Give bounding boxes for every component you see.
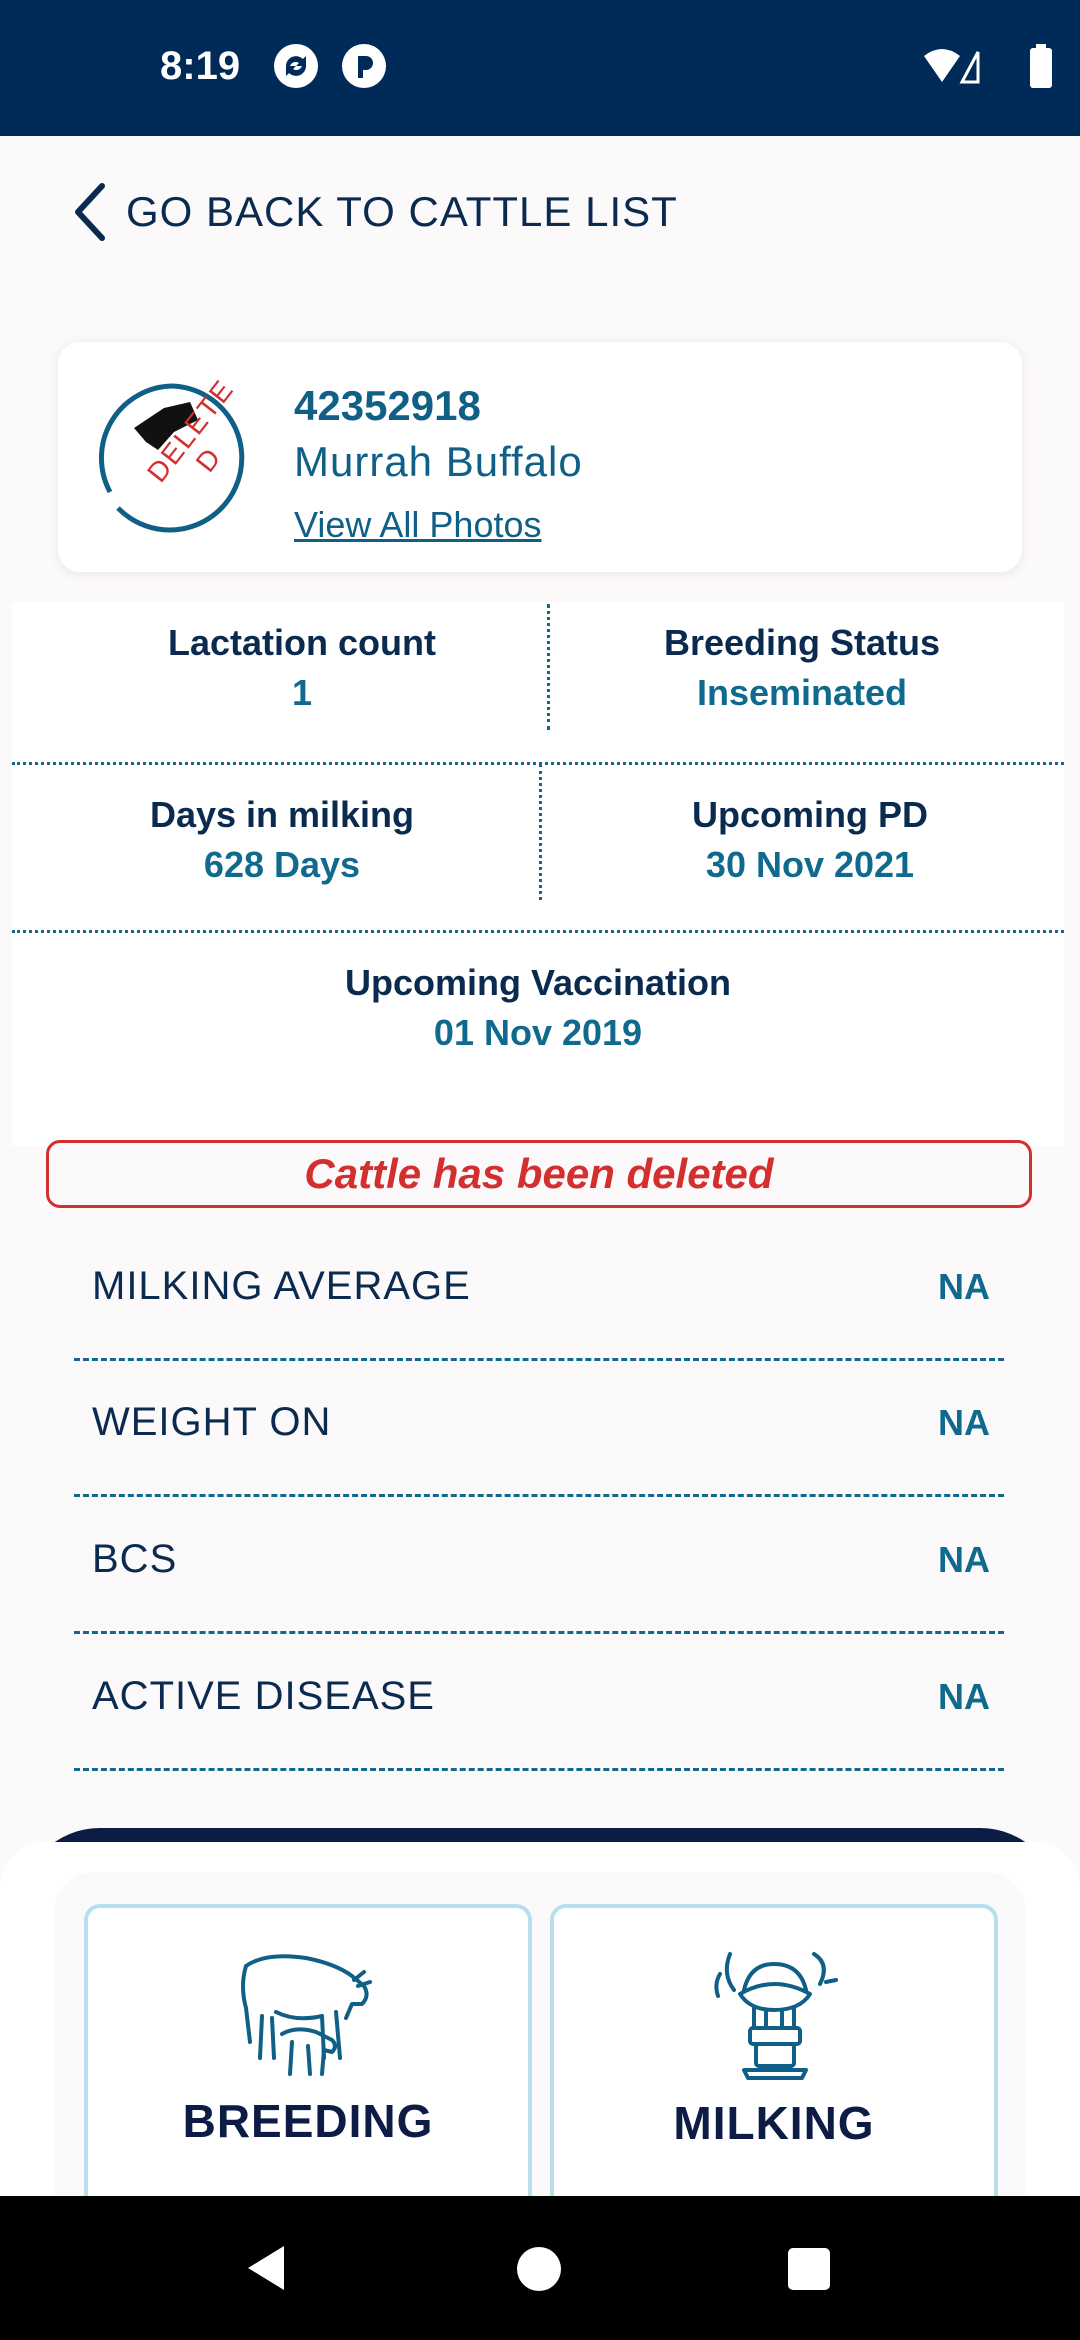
stat-label: ACTIVE DISEASE bbox=[92, 1674, 435, 1718]
milking-tile-label: MILKING bbox=[673, 2097, 875, 2149]
stat-value: NA bbox=[938, 1539, 990, 1580]
stat-value: NA bbox=[938, 1676, 990, 1717]
upcoming-vaccination-cell: Upcoming Vaccination 01 Nov 2019 bbox=[238, 962, 838, 1054]
cow-calf-icon bbox=[241, 1954, 372, 2076]
upcoming-vaccination-label: Upcoming Vaccination bbox=[344, 962, 732, 1003]
days-in-milking-value: 628 Days bbox=[203, 844, 361, 885]
stat-value: NA bbox=[938, 1266, 990, 1307]
lactation-count-value: 1 bbox=[291, 672, 313, 713]
cattle-profile-card: DELETE D 42352918 Murrah Buffalo View Al… bbox=[58, 342, 1022, 572]
divider bbox=[539, 764, 542, 900]
chevron-left-icon bbox=[75, 183, 105, 241]
divider bbox=[12, 762, 1064, 765]
upcoming-pd-label: Upcoming PD bbox=[691, 794, 928, 835]
breeding-status-value: Inseminated bbox=[696, 672, 908, 713]
breeding-status-cell: Breeding Status Inseminated bbox=[592, 622, 1012, 714]
divider bbox=[12, 930, 1064, 933]
nav-recents-icon[interactable] bbox=[786, 2246, 832, 2292]
back-to-cattle-list-button[interactable]: GO BACK TO CATTLE LIST bbox=[72, 180, 678, 244]
nav-home-icon[interactable] bbox=[516, 2246, 562, 2292]
wifi-icon bbox=[924, 49, 980, 84]
upcoming-vaccination-value: 01 Nov 2019 bbox=[433, 1012, 643, 1053]
breeding-tile-label: BREEDING bbox=[182, 2095, 434, 2147]
system-navigation-bar bbox=[0, 2196, 1080, 2340]
status-bar: 8:19 bbox=[0, 0, 1080, 136]
nav-back-icon[interactable] bbox=[244, 2242, 288, 2294]
back-label: GO BACK TO CATTLE LIST bbox=[126, 188, 678, 235]
cattle-info-grid: Lactation count 1 Breeding Status Insemi… bbox=[12, 602, 1064, 1146]
upcoming-pd-value: 30 Nov 2021 bbox=[705, 844, 915, 885]
stat-value: NA bbox=[938, 1402, 990, 1443]
days-in-milking-label: Days in milking bbox=[149, 794, 415, 835]
cattle-tag-number: 42352918 bbox=[294, 382, 481, 429]
milking-machine-icon bbox=[714, 1952, 838, 2080]
milking-tile-button[interactable]: MILKING bbox=[550, 1904, 998, 2212]
stat-label: MILKING AVERAGE bbox=[92, 1264, 471, 1308]
days-in-milking-cell: Days in milking 628 Days bbox=[72, 794, 492, 886]
lactation-count-label: Lactation count bbox=[168, 622, 436, 663]
sync-app-icon bbox=[274, 44, 318, 88]
stat-row-milking-average: MILKING AVERAGE NA bbox=[74, 1222, 1004, 1361]
stat-row-weight-on: WEIGHT ON NA bbox=[74, 1358, 1004, 1497]
lactation-count-cell: Lactation count 1 bbox=[92, 622, 512, 714]
cattle-deleted-banner: Cattle has been deleted bbox=[46, 1140, 1032, 1208]
stat-label: WEIGHT ON bbox=[92, 1400, 332, 1444]
notification-app-icon bbox=[342, 44, 386, 88]
cattle-avatar[interactable]: DELETE D bbox=[94, 380, 250, 536]
view-all-photos-link[interactable]: View All Photos bbox=[294, 504, 542, 545]
upcoming-pd-cell: Upcoming PD 30 Nov 2021 bbox=[600, 794, 1020, 886]
stat-label: BCS bbox=[92, 1537, 178, 1581]
stat-row-active-disease: ACTIVE DISEASE NA bbox=[74, 1632, 1004, 1771]
breeding-status-label: Breeding Status bbox=[663, 622, 941, 663]
stat-row-bcs: BCS NA bbox=[74, 1495, 1004, 1634]
status-time: 8:19 bbox=[160, 44, 241, 88]
breeding-tile-button[interactable]: BREEDING bbox=[84, 1904, 532, 2212]
divider bbox=[547, 604, 550, 730]
cattle-breed: Murrah Buffalo bbox=[294, 438, 583, 485]
battery-icon bbox=[1030, 44, 1052, 88]
